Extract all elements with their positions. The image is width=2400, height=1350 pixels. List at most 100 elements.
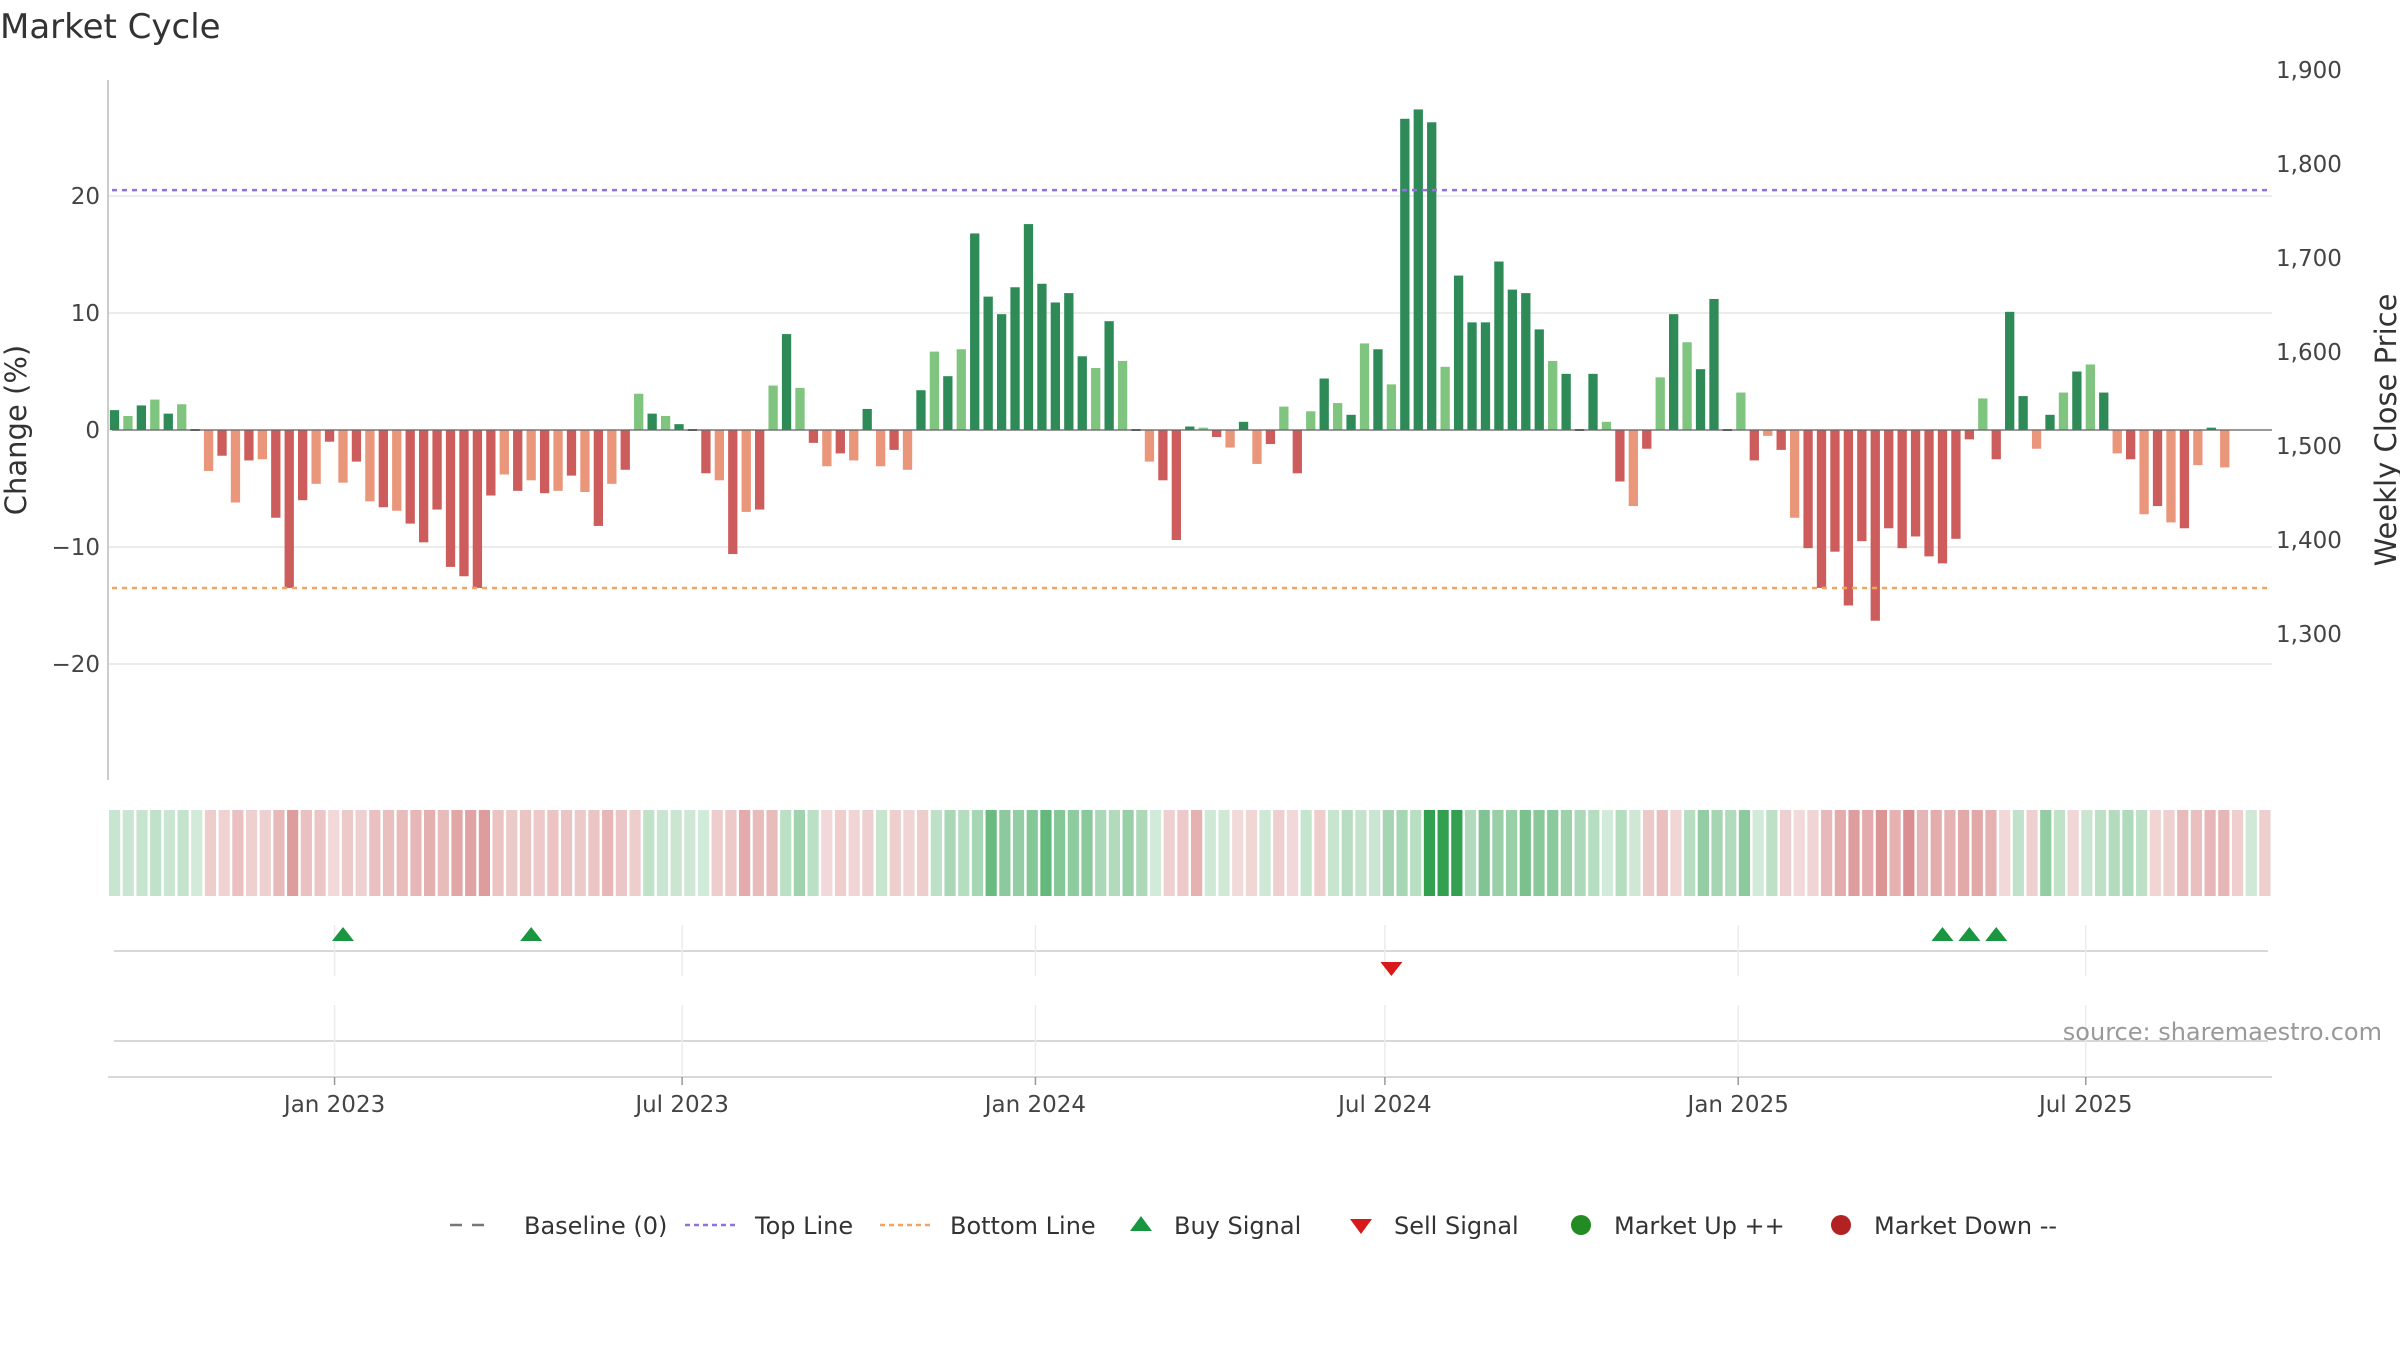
chart-title: Market Cycle [0, 7, 221, 47]
heat-cell [1957, 810, 1970, 896]
heat-cell [1670, 810, 1682, 896]
bar [768, 385, 778, 430]
bar [1588, 373, 1598, 430]
heat-cell [1191, 810, 1203, 896]
sell-signal-marker [1380, 962, 1403, 976]
bar [2018, 396, 2028, 430]
heat-cell [341, 810, 354, 896]
bar [1870, 430, 1880, 621]
heat-cell [1985, 810, 1997, 896]
heat-cell [793, 810, 806, 896]
heat-cell [1889, 810, 1901, 896]
bar [1306, 411, 1316, 430]
bar [244, 430, 254, 461]
heat-cell [1067, 810, 1079, 896]
heat-cell [369, 810, 381, 896]
heat-cell [2177, 810, 2189, 896]
bar [1991, 430, 2001, 460]
heat-cell [1478, 810, 1490, 896]
heat-cell [643, 810, 655, 896]
bar [1669, 314, 1679, 430]
heat-cell [533, 810, 545, 896]
heat-cell [2231, 810, 2244, 896]
heat-cell [903, 810, 915, 896]
heat-cell [109, 810, 121, 896]
bar [405, 430, 415, 524]
y2-tick-label: 1,700 [2276, 246, 2342, 272]
heat-cell [697, 810, 710, 896]
bar [1561, 373, 1571, 430]
bar [566, 430, 577, 476]
heat-cell [1916, 810, 1929, 896]
bar [271, 430, 281, 518]
heat-cell [519, 810, 532, 896]
bar [1279, 406, 1289, 430]
heat-cell [1273, 810, 1285, 896]
heat-cell [287, 810, 299, 896]
heat-cell [1437, 810, 1449, 896]
bar [2112, 430, 2122, 454]
heat-cell [2081, 810, 2093, 896]
heat-cell [1218, 810, 1230, 896]
y2-tick-label: 1,300 [2276, 622, 2342, 648]
bar [593, 430, 604, 526]
bar [795, 387, 805, 430]
bar [1601, 421, 1612, 430]
bar [1709, 298, 1719, 430]
heat-cell [273, 810, 285, 896]
bar [943, 376, 953, 430]
heat-cell [1821, 810, 1833, 896]
bar [378, 430, 388, 508]
bar [217, 430, 227, 456]
signal-panel [114, 925, 2268, 1075]
heat-cell [382, 810, 395, 896]
heat-cell [752, 810, 764, 896]
bar [2166, 430, 2176, 523]
heat-cell [1492, 810, 1504, 896]
heat-cell [2053, 810, 2066, 896]
bar [1037, 283, 1047, 430]
source-label: source: sharemaestro.com [2063, 1018, 2382, 1046]
bar [889, 430, 899, 450]
bar [1910, 430, 1921, 537]
bar [701, 430, 711, 474]
legend-label: Buy Signal [1174, 1212, 1301, 1240]
heat-cell [1560, 810, 1572, 896]
heat-cell [396, 810, 408, 896]
heat-cell [1108, 810, 1121, 896]
heat-cell [1547, 810, 1559, 896]
heat-cell [766, 810, 778, 896]
heat-cell [259, 810, 271, 896]
bar [1642, 430, 1652, 449]
buy-signal-marker [331, 927, 354, 941]
bar [1615, 430, 1625, 482]
heat-cell [424, 810, 436, 896]
heat-cell [2190, 810, 2203, 896]
heat-cell [615, 810, 627, 896]
bar [1185, 426, 1195, 430]
heat-cell [245, 810, 258, 896]
bar [2193, 430, 2203, 466]
heat-cell [711, 810, 723, 896]
heat-cell [150, 810, 162, 896]
heat-cell [1793, 810, 1805, 896]
heat-cell [560, 810, 573, 896]
heat-cell [1040, 810, 1052, 896]
heat-cell [1533, 810, 1545, 896]
heat-cell [807, 810, 819, 896]
bar [875, 430, 886, 467]
bar [849, 430, 859, 461]
heat-cell [821, 810, 833, 896]
bar [970, 233, 980, 430]
bar [1534, 329, 1544, 430]
bar [1238, 421, 1249, 430]
bar [1467, 322, 1477, 430]
bar [2220, 430, 2230, 468]
bar [1964, 430, 1975, 440]
bar [1816, 430, 1827, 588]
heat-cell [1149, 810, 1162, 896]
buy-signal-marker [1931, 927, 1954, 941]
bar [1803, 430, 1813, 549]
heat-cell [1314, 810, 1326, 896]
heat-cell [971, 810, 984, 896]
